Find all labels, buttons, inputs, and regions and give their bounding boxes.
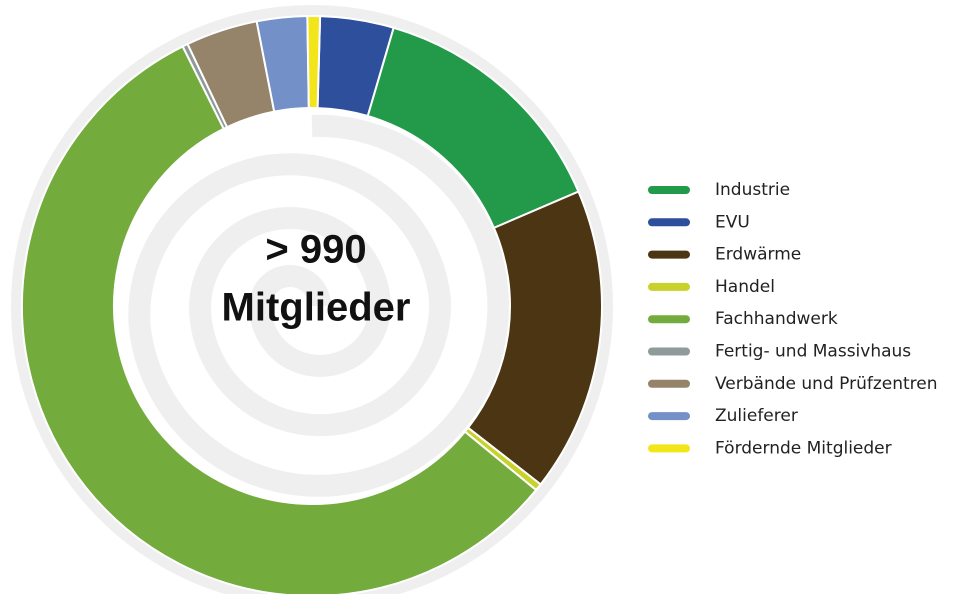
legend-label: Verbände und Prüfzentren — [715, 374, 938, 394]
legend-swatch — [648, 282, 690, 291]
spiral — [128, 114, 510, 497]
legend-label: Zulieferer — [715, 406, 798, 426]
center-label: Mitglieder — [222, 286, 411, 330]
legend-swatch — [648, 444, 690, 453]
donut-segment — [21, 45, 538, 594]
legend-swatch — [648, 218, 690, 227]
legend-label: Fachhandwerk — [715, 309, 838, 329]
legend-label: Industrie — [715, 180, 790, 200]
legend-swatch — [648, 412, 690, 421]
legend-swatch — [648, 250, 690, 259]
legend: Industrie EVU Erdwärme Handel Fachhandwerk Fe… — [648, 180, 938, 458]
legend-label: EVU — [715, 212, 750, 232]
legend-label: Erdwärme — [715, 245, 801, 265]
legend-swatch — [648, 315, 690, 324]
donut-segment — [306, 15, 322, 110]
legend-swatch — [648, 379, 690, 388]
legend-label: Fördernde Mitglieder — [715, 438, 892, 458]
legend-swatch — [648, 347, 690, 356]
center-label: > 990 — [265, 228, 366, 272]
legend-swatch — [648, 186, 690, 194]
spiral-decoration — [128, 114, 510, 497]
legend-label: Handel — [715, 277, 775, 297]
legend-label: Fertig- und Massivhaus — [715, 342, 911, 362]
donut — [21, 15, 603, 594]
